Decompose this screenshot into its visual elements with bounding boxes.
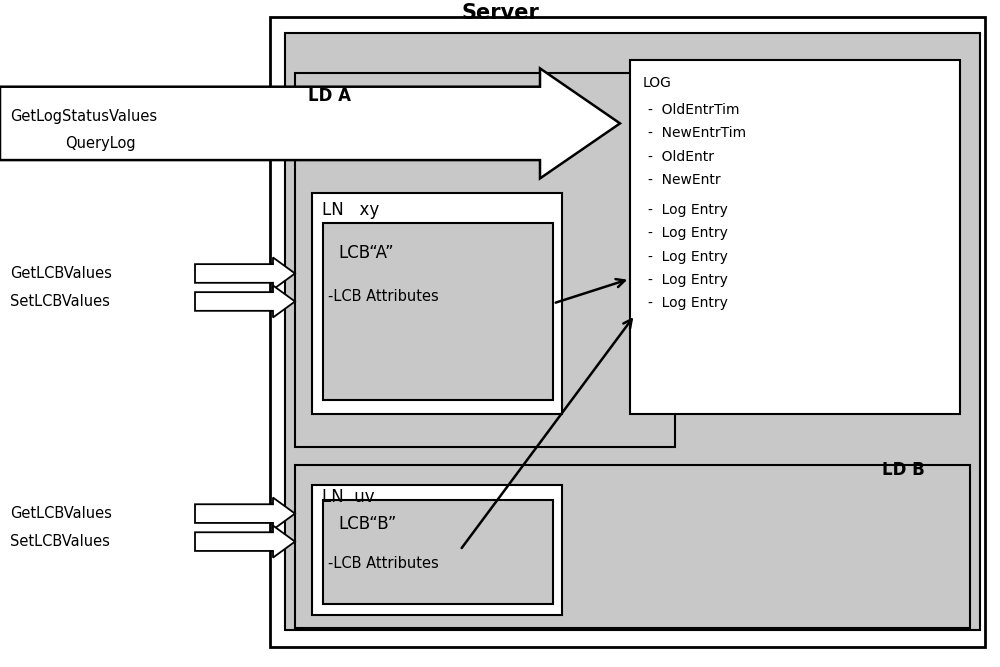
Bar (285, 33, 980, 630)
FancyArrow shape (195, 498, 295, 530)
Text: LCB“A”: LCB“A” (338, 245, 394, 262)
Bar (295, 465, 970, 628)
Text: QueryLog: QueryLog (65, 136, 136, 151)
Text: -  Log Entry: - Log Entry (648, 273, 728, 287)
Text: -  Log Entry: - Log Entry (648, 297, 728, 310)
Text: GetLogStatusValues: GetLogStatusValues (10, 109, 157, 124)
Bar (323, 223, 553, 400)
Bar (323, 500, 553, 604)
Bar (312, 485, 562, 615)
Text: -  Log Entry: - Log Entry (648, 250, 728, 263)
Text: LCB“B”: LCB“B” (338, 515, 396, 532)
Text: GetLCBValues: GetLCBValues (10, 506, 112, 521)
Text: LN   xy: LN xy (322, 201, 379, 219)
Text: -  OldEntr: - OldEntr (648, 150, 714, 163)
FancyArrow shape (0, 69, 620, 179)
Text: GetLCBValues: GetLCBValues (10, 266, 112, 281)
Text: SetLCBValues: SetLCBValues (10, 534, 110, 549)
FancyArrow shape (195, 257, 295, 289)
Text: -  NewEntrTim: - NewEntrTim (648, 127, 746, 140)
Text: -  OldEntrTim: - OldEntrTim (648, 103, 740, 117)
Text: -LCB Attributes: -LCB Attributes (328, 289, 439, 304)
Bar (630, 60, 960, 414)
Bar (295, 73, 675, 447)
FancyArrow shape (195, 526, 295, 558)
Text: SetLCBValues: SetLCBValues (10, 294, 110, 309)
Text: LN  uv: LN uv (322, 488, 375, 506)
Text: -LCB Attributes: -LCB Attributes (328, 556, 439, 571)
FancyArrow shape (195, 285, 295, 317)
Text: LOG: LOG (643, 77, 672, 90)
Bar (312, 193, 562, 414)
Bar (270, 17, 985, 647)
Text: LD B: LD B (882, 462, 925, 479)
Text: -  Log Entry: - Log Entry (648, 227, 728, 240)
Text: LD A: LD A (308, 87, 351, 105)
Text: -  Log Entry: - Log Entry (648, 203, 728, 217)
Text: Server: Server (461, 3, 539, 23)
Text: -  NewEntr: - NewEntr (648, 173, 721, 187)
